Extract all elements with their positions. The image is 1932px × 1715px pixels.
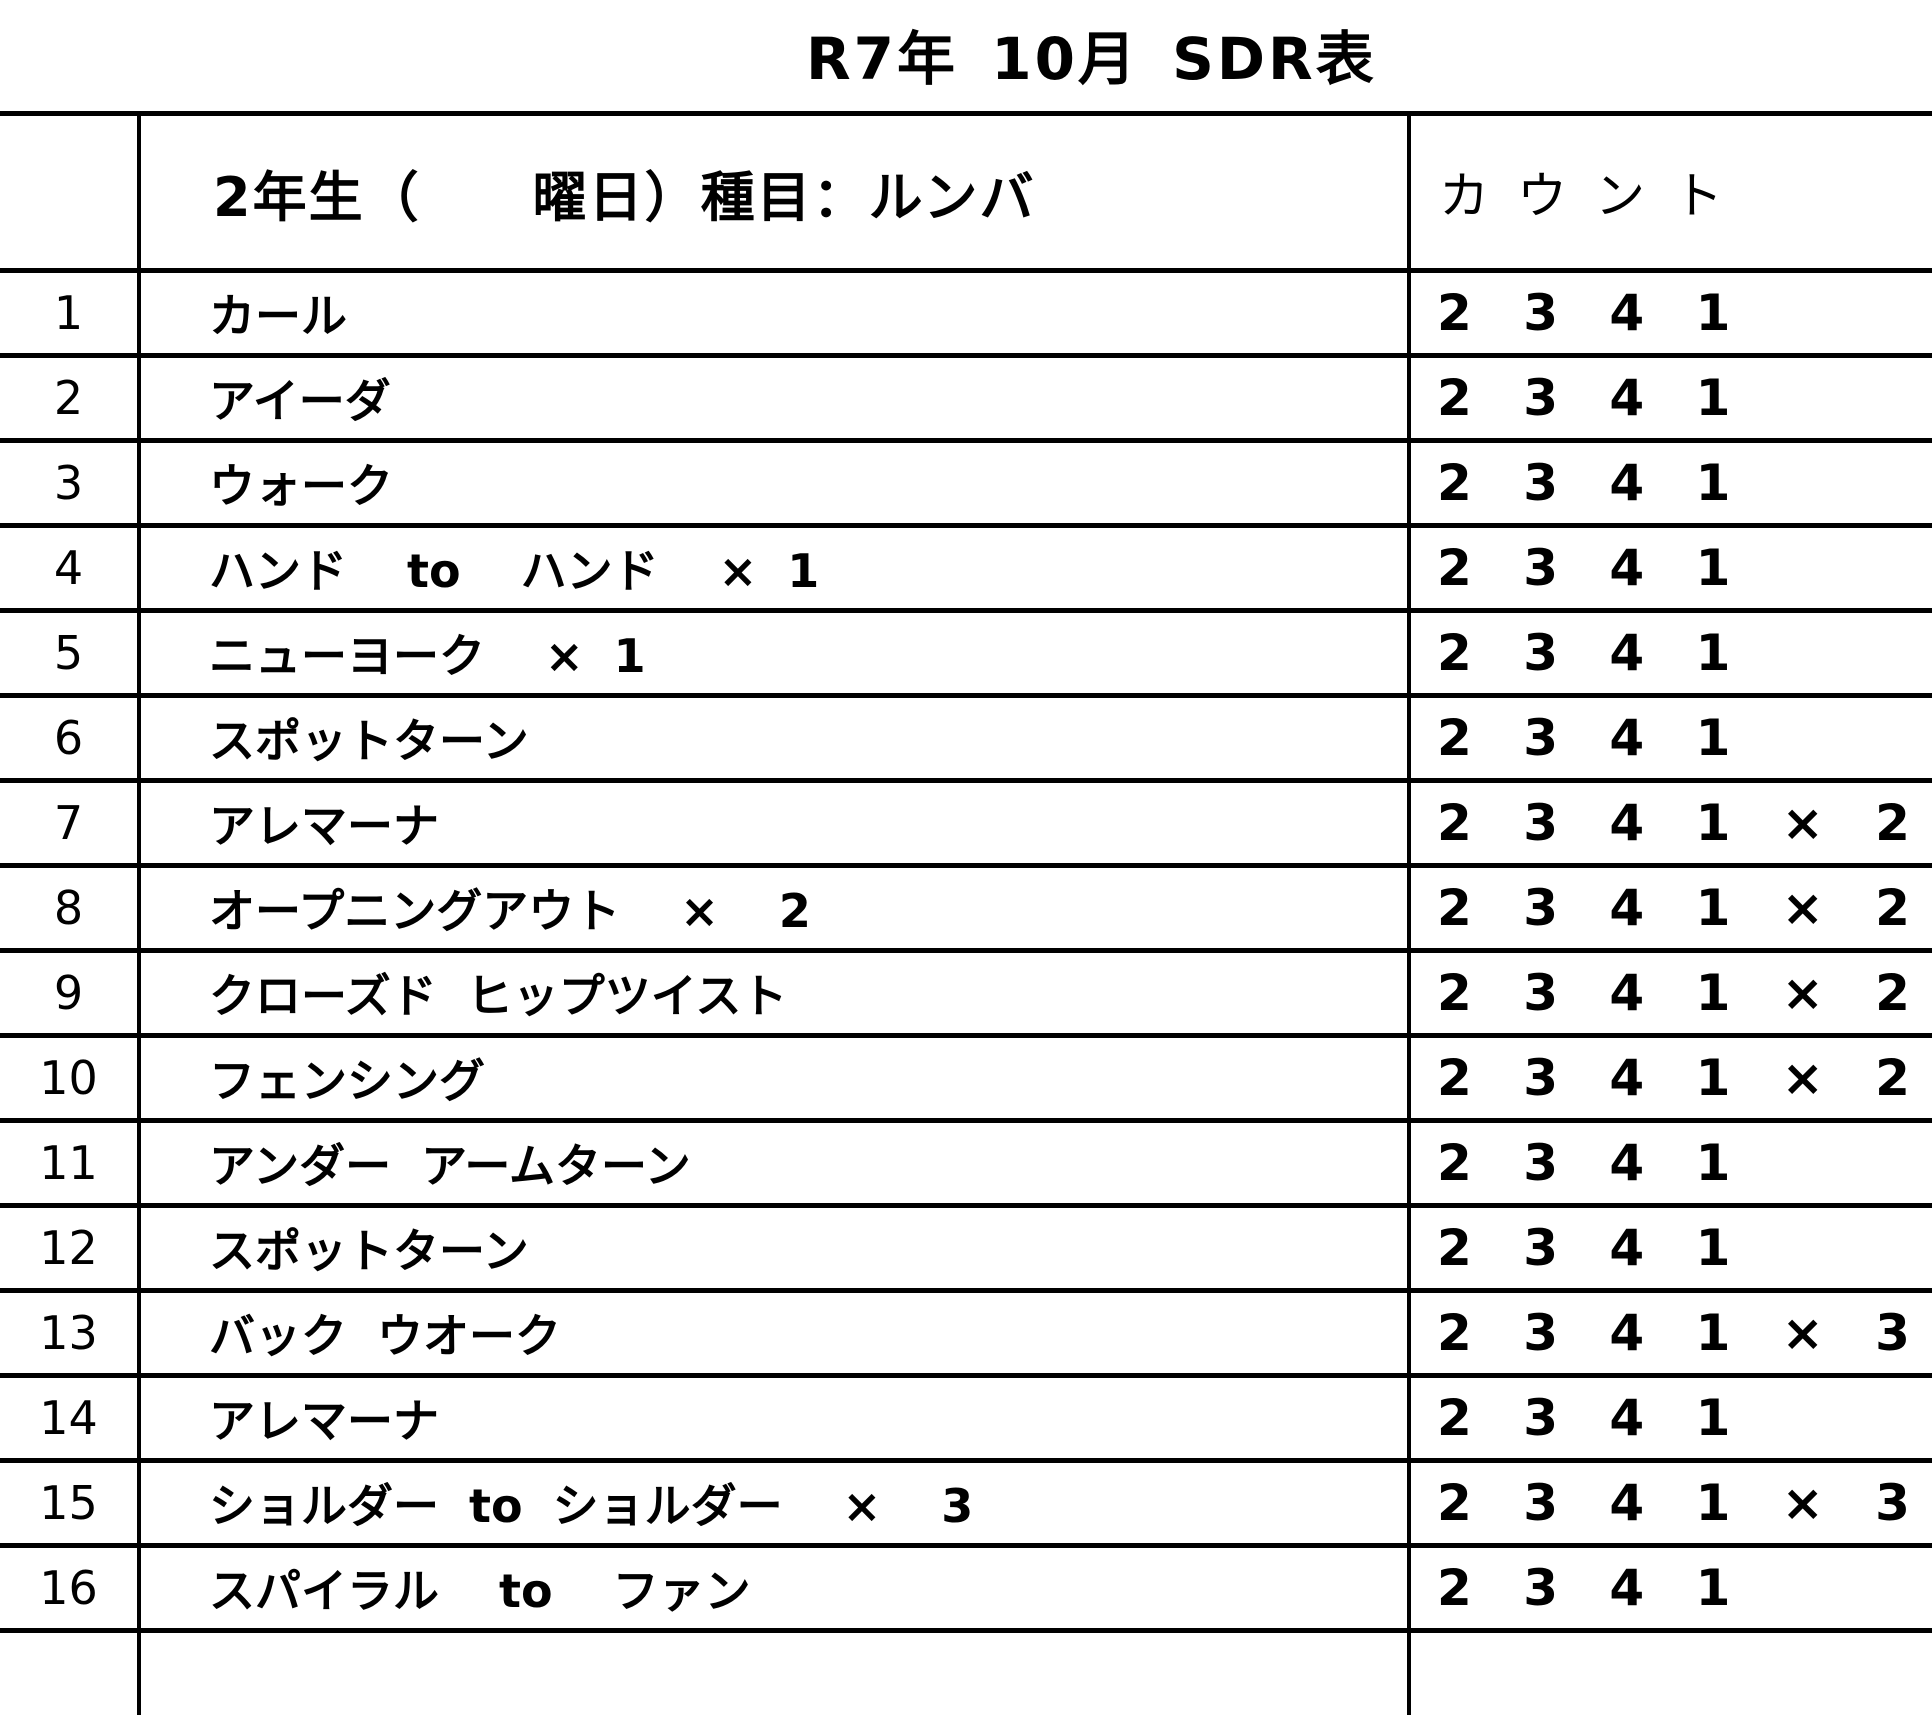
empty-row	[0, 1631, 1932, 1715]
table-row: 12 スポットターン 2 3 4 1	[0, 1206, 1932, 1291]
table-row: 16 スパイラル to ファン 2 3 4 1	[0, 1546, 1932, 1631]
table-row: 15 ショルダー to ショルダー × 3 2 3 4 1 × 3	[0, 1461, 1932, 1546]
step-name: スポットターン	[139, 696, 1409, 781]
count-value: 2 3 4 1	[1409, 526, 1932, 611]
step-name: フェンシング	[139, 1036, 1409, 1121]
header-number-cell	[0, 114, 139, 271]
step-name: ショルダー to ショルダー × 3	[139, 1461, 1409, 1546]
count-value: 2 3 4 1	[1409, 271, 1932, 356]
step-name: ウォーク	[139, 441, 1409, 526]
step-name: アイーダ	[139, 356, 1409, 441]
row-number: 13	[0, 1291, 139, 1376]
row-number: 2	[0, 356, 139, 441]
table-row: 7 アレマーナ 2 3 4 1 × 2	[0, 781, 1932, 866]
count-value: 2 3 4 1 × 3	[1409, 1291, 1932, 1376]
page-title: R7年 10月 SDR表	[806, 12, 1377, 96]
count-value: 2 3 4 1	[1409, 611, 1932, 696]
step-name: バック ウオーク	[139, 1291, 1409, 1376]
table-row: 5 ニューヨーク × 1 2 3 4 1	[0, 611, 1932, 696]
table-row: 1 カール 2 3 4 1	[0, 271, 1932, 356]
row-number: 3	[0, 441, 139, 526]
table-row: 4 ハンド to ハンド × 1 2 3 4 1	[0, 526, 1932, 611]
class-header-cell: 2年生（ 曜日）種目：ルンバ	[139, 114, 1409, 271]
count-value: 2 3 4 1 × 2	[1409, 951, 1932, 1036]
row-number: 7	[0, 781, 139, 866]
step-name: ニューヨーク × 1	[139, 611, 1409, 696]
count-value: 2 3 4 1	[1409, 356, 1932, 441]
sdr-table: 2年生（ 曜日）種目：ルンバ カウント 1 カール 2 3 4 1 2 アイーダ…	[0, 111, 1932, 1715]
step-name: カール	[139, 271, 1409, 356]
table-row: 10 フェンシング 2 3 4 1 × 2	[0, 1036, 1932, 1121]
step-name: アレマーナ	[139, 781, 1409, 866]
row-number: 10	[0, 1036, 139, 1121]
row-number: 5	[0, 611, 139, 696]
table-row: 11 アンダー アームターン 2 3 4 1	[0, 1121, 1932, 1206]
row-number: 16	[0, 1546, 139, 1631]
step-name: クローズド ヒップツイスト	[139, 951, 1409, 1036]
row-number: 12	[0, 1206, 139, 1291]
count-value: 2 3 4 1	[1409, 1546, 1932, 1631]
step-name: アレマーナ	[139, 1376, 1409, 1461]
count-value: 2 3 4 1	[1409, 1376, 1932, 1461]
count-value: 2 3 4 1 × 2	[1409, 1036, 1932, 1121]
row-number: 4	[0, 526, 139, 611]
count-value: 2 3 4 1 × 3	[1409, 1461, 1932, 1546]
count-value: 2 3 4 1 × 2	[1409, 866, 1932, 951]
step-name: スポットターン	[139, 1206, 1409, 1291]
row-number: 15	[0, 1461, 139, 1546]
step-name: ハンド to ハンド × 1	[139, 526, 1409, 611]
row-number: 6	[0, 696, 139, 781]
row-number: 1	[0, 271, 139, 356]
table-row: 9 クローズド ヒップツイスト 2 3 4 1 × 2	[0, 951, 1932, 1036]
row-number: 11	[0, 1121, 139, 1206]
empty-count-cell	[1409, 1631, 1932, 1715]
count-value: 2 3 4 1	[1409, 696, 1932, 781]
empty-name-cell	[139, 1631, 1409, 1715]
table-row: 8 オープニングアウト × 2 2 3 4 1 × 2	[0, 866, 1932, 951]
count-value: 2 3 4 1	[1409, 1206, 1932, 1291]
row-number: 8	[0, 866, 139, 951]
table-row: 2 アイーダ 2 3 4 1	[0, 356, 1932, 441]
step-name: アンダー アームターン	[139, 1121, 1409, 1206]
row-number: 9	[0, 951, 139, 1036]
row-number: 14	[0, 1376, 139, 1461]
table-row: 14 アレマーナ 2 3 4 1	[0, 1376, 1932, 1461]
table-row: 6 スポットターン 2 3 4 1	[0, 696, 1932, 781]
table-row: 13 バック ウオーク 2 3 4 1 × 3	[0, 1291, 1932, 1376]
header-row: 2年生（ 曜日）種目：ルンバ カウント	[0, 114, 1932, 271]
count-value: 2 3 4 1	[1409, 441, 1932, 526]
step-name: スパイラル to ファン	[139, 1546, 1409, 1631]
count-value: 2 3 4 1	[1409, 1121, 1932, 1206]
table-row: 3 ウォーク 2 3 4 1	[0, 441, 1932, 526]
count-header-cell: カウント	[1409, 114, 1932, 271]
count-value: 2 3 4 1 × 2	[1409, 781, 1932, 866]
empty-number-cell	[0, 1631, 139, 1715]
step-name: オープニングアウト × 2	[139, 866, 1409, 951]
